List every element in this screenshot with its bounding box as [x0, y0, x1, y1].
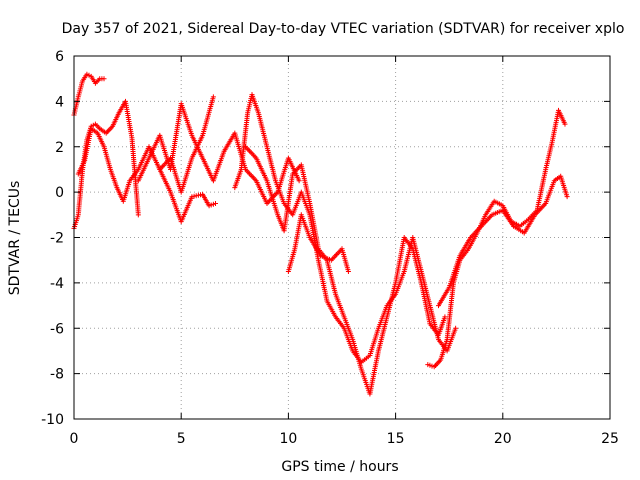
series-sat-g	[243, 144, 448, 397]
series-sat-f	[232, 92, 459, 365]
x-tick-label: 10	[279, 431, 297, 447]
series-sat-j	[436, 173, 570, 309]
x-tick-label: 0	[70, 431, 79, 447]
series-sat-c	[75, 94, 216, 204]
y-tick-label: 6	[55, 49, 64, 65]
data-point	[208, 202, 214, 208]
series-line	[137, 103, 300, 205]
y-tick-label: 0	[55, 185, 64, 201]
data-point	[296, 178, 302, 184]
x-tick-label: 20	[494, 431, 512, 447]
series-line	[245, 146, 446, 397]
y-axis-label: SDTVAR / TECUs	[7, 181, 23, 296]
data-point	[564, 194, 570, 200]
y-tick-label: 2	[55, 140, 64, 156]
x-axis-label: GPS time / hours	[281, 459, 398, 475]
x-tick-label: 15	[387, 431, 405, 447]
chart-title: Day 357 of 2021, Sidereal Day-to-day VTE…	[62, 21, 625, 37]
x-tick-label: 25	[601, 431, 619, 447]
y-tick-label: -8	[50, 367, 64, 383]
data-point	[86, 72, 92, 78]
series-sat-h	[285, 212, 351, 275]
data-point	[453, 325, 459, 331]
series-sat-a	[71, 71, 107, 118]
data-point	[210, 94, 216, 100]
series-sat-d	[135, 101, 302, 206]
series-layer	[71, 71, 570, 397]
y-tick-label: -10	[41, 412, 64, 428]
data-point	[345, 269, 351, 275]
data-point	[442, 314, 448, 320]
x-tick-label: 5	[177, 431, 186, 447]
data-point	[562, 121, 568, 127]
series-sat-e	[157, 166, 219, 225]
grid-layer	[74, 56, 610, 419]
data-point	[213, 200, 219, 206]
data-point	[135, 212, 141, 218]
y-tick-label: -4	[50, 276, 64, 292]
y-tick-label: 4	[55, 94, 64, 110]
y-tick-label: -2	[50, 231, 64, 247]
data-point	[429, 363, 435, 369]
data-point	[101, 76, 107, 82]
y-tick-label: -6	[50, 321, 64, 337]
tick-layer: 0 5 10 15 20 25 -10 -8 -6 -4 -2 0 2 4 6	[41, 49, 619, 447]
